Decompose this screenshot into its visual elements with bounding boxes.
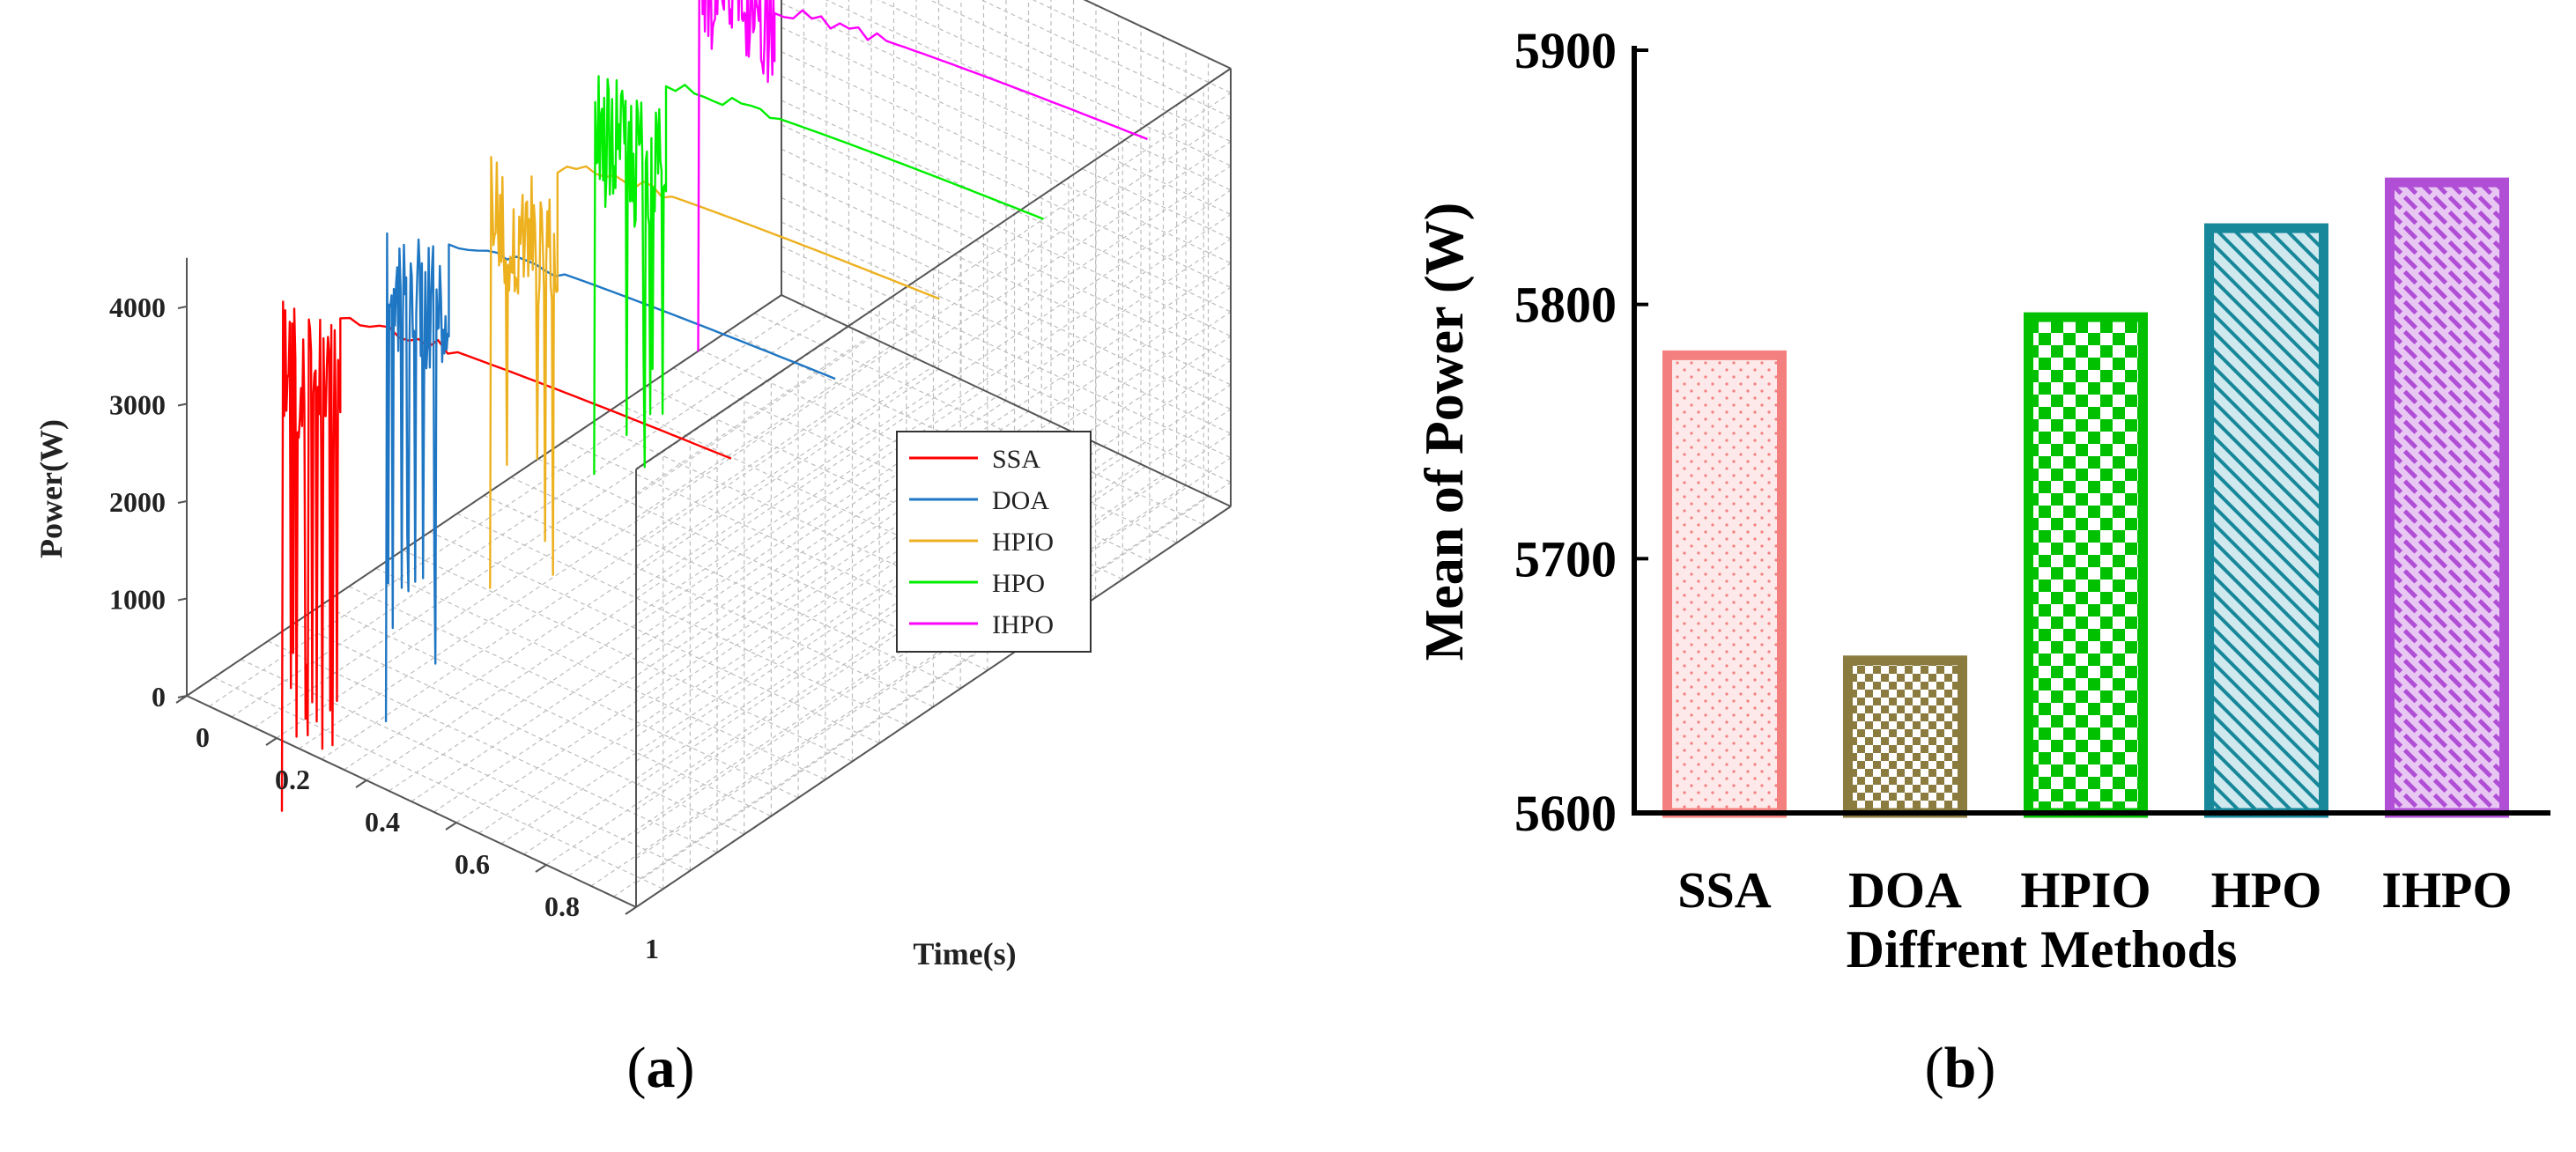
- x-tick-label: 0.4: [365, 806, 400, 838]
- bar-hpo: [2204, 223, 2328, 818]
- y-tick-label: 5700: [1514, 530, 1617, 587]
- chart-a-box-edge: [635, 506, 1232, 908]
- chart-a-box-edge: [781, 294, 1232, 507]
- caption-a-open: (: [626, 1036, 647, 1100]
- legend-label-hpo: HPO: [992, 569, 1045, 598]
- caption-b: (b): [1899, 1035, 2022, 1102]
- bar-doa: [1843, 655, 1967, 818]
- x-tick-label: 1: [645, 933, 659, 964]
- chart-a-box-edge: [1083, 0, 1232, 70]
- x-tick-label-hpio: HPIO: [2020, 861, 2150, 919]
- z-tick-label: 1000: [109, 584, 166, 616]
- y-tick-label: 5600: [1514, 785, 1617, 842]
- x-tick-label: 0.8: [544, 890, 580, 922]
- legend-label-doa: DOA: [992, 486, 1049, 515]
- chart-a-box-edge: [635, 67, 1232, 470]
- legend-label-ihpo: IHPO: [992, 610, 1054, 639]
- y-tick-label: 5900: [1514, 22, 1617, 79]
- chart-b-axes: 5600 5700 5800 5900 Diffrent Methods Mean of …: [1415, 22, 2550, 978]
- chart-a-box-edge: [186, 695, 637, 908]
- chart-a-series: [280, 0, 1148, 812]
- series-line-hpio: [489, 156, 940, 589]
- chart-b-mean-power-bar: SSA DOA HPIO HPO IHPO 5600 5700 5800 5900 Diffren…: [1415, 22, 2550, 978]
- series-line-doa: [384, 232, 836, 722]
- x-axis-label: Time(s): [913, 936, 1016, 971]
- z-axis-label: Power(W): [33, 419, 69, 558]
- y-axis-label: Mean of Power (W): [1415, 203, 1475, 661]
- chart-b-bars: SSA DOA HPIO HPO IHPO: [1662, 177, 2513, 919]
- z-tick-label: 2000: [109, 486, 166, 518]
- series-line-ssa: [280, 300, 732, 812]
- x-axis-label: Diffrent Methods: [1847, 920, 2238, 978]
- chart-a-3d-power-vs-time: 0 1000 2000 3000 4000 0 0.2 0.4 0.6 0.8 1 Time(s) Po…: [33, 0, 1232, 971]
- chart-a-legend: SSA DOA HPIO HPO IHPO: [896, 431, 1092, 653]
- chart-a-box-edge: [186, 294, 782, 697]
- z-tick-label: 0: [152, 681, 166, 713]
- legend-label-ssa: SSA: [992, 445, 1040, 474]
- bar-ihpo: [2385, 177, 2509, 818]
- x-tick-label-ssa: SSA: [1677, 861, 1772, 919]
- chart-a-axes: 0 1000 2000 3000 4000 0 0.2 0.4 0.6 0.8 1 Time(s) Po…: [33, 292, 1017, 971]
- x-tick-label-doa: DOA: [1848, 861, 1962, 919]
- z-tick-label: 4000: [109, 292, 166, 323]
- series-line-hpo: [593, 75, 1044, 476]
- caption-b-letter: b: [1943, 1036, 1977, 1100]
- bar-hpio: [2024, 312, 2148, 818]
- caption-b-close: ): [1976, 1036, 1996, 1100]
- bar-ssa: [1662, 350, 1787, 818]
- caption-a-letter: a: [646, 1036, 676, 1100]
- y-tick-label: 5800: [1514, 277, 1617, 334]
- x-tick-label-hpo: HPO: [2211, 861, 2322, 919]
- x-tick-label: 0: [196, 721, 210, 753]
- x-tick-label: 0.6: [455, 848, 490, 880]
- legend-label-hpio: HPIO: [992, 528, 1054, 557]
- caption-a-close: ): [675, 1036, 695, 1100]
- series-line-ihpo: [697, 0, 1148, 351]
- x-tick-label: 0.2: [275, 764, 310, 795]
- x-tick-label-ihpo: IHPO: [2381, 861, 2512, 919]
- caption-b-open: (: [1924, 1036, 1944, 1100]
- caption-a: (a): [599, 1035, 722, 1102]
- z-tick-label: 3000: [109, 389, 166, 421]
